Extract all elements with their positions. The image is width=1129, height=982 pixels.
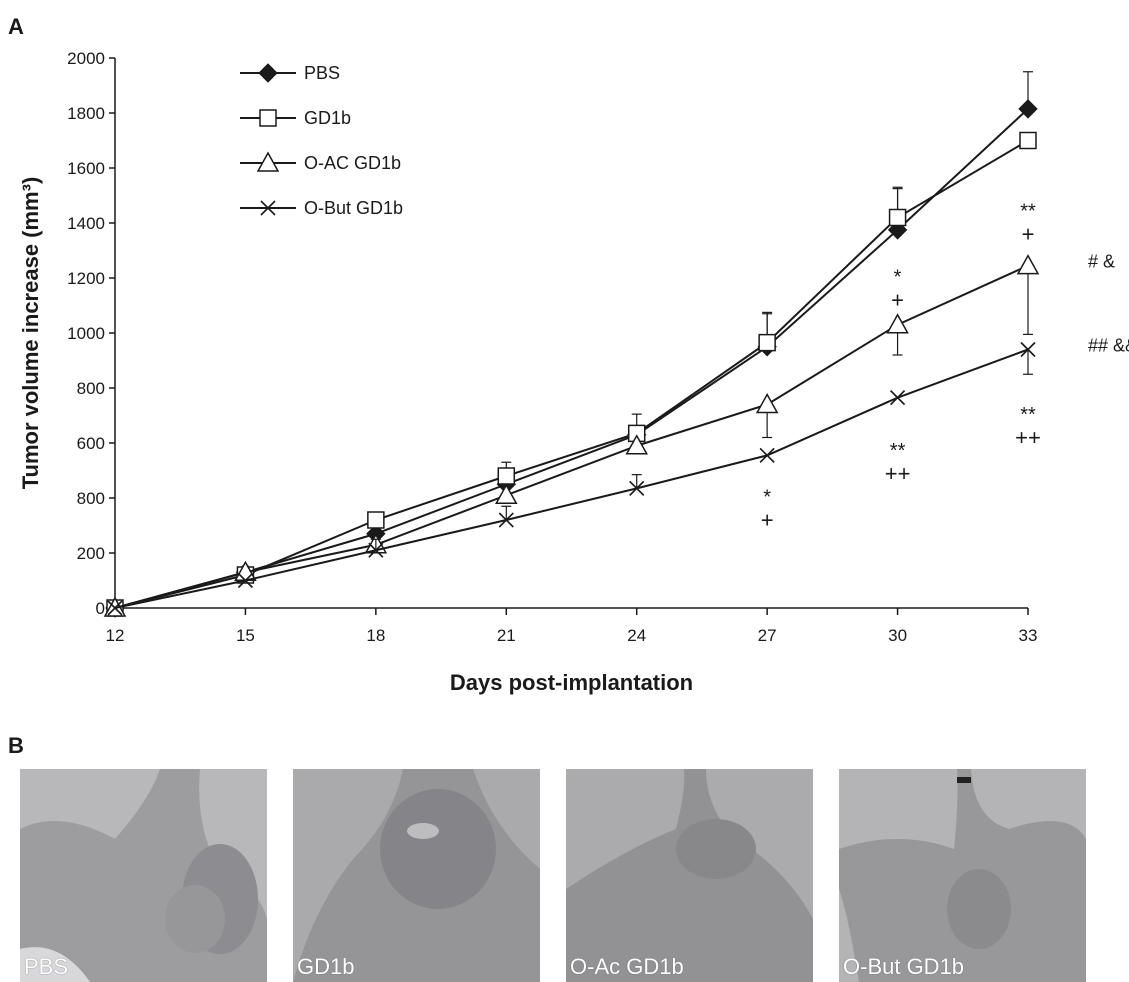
series-line [114,139,1029,609]
data-point [1016,254,1040,275]
y-axis-title: Tumor volume increase (mm³) [18,177,43,490]
significance-star: ** [1020,404,1036,426]
mouse-image [293,769,540,982]
data-point [237,572,253,589]
y-tick-label: 1000 [67,324,105,343]
legend-marker [259,109,277,127]
data-point [498,512,514,528]
legend-marker [258,63,278,83]
data-point [1019,131,1037,150]
y-tick-label: 1200 [67,269,105,288]
legend-label: GD1b [304,108,351,128]
significance-plus: ++ [1015,425,1041,450]
tumor-volume-chart: 0 200 800 600 800 1000 1200 1400 1600 1800 2000 12 1… [18,49,1129,695]
legend-label: O-But GD1b [304,198,403,218]
data-point [629,480,645,496]
y-tick-label: 200 [77,544,105,563]
y-tick-label: 1600 [67,159,105,178]
photo-pbs: PBS [20,769,267,982]
data-point [886,313,909,334]
y-tick-label: 800 [77,379,105,398]
significance-star: ** [1020,201,1036,223]
data-point [759,447,775,463]
data-point [625,434,648,455]
data-point [1018,99,1038,119]
legend-marker [256,151,280,172]
significance-side-label: ## && [1088,336,1129,356]
significance-star: * [894,267,902,289]
significance-plus: + [1022,222,1035,247]
x-tick-label: 24 [627,626,646,645]
photo-label-o-ac-gd1b: O-Ac GD1b [570,954,684,979]
legend-label: PBS [304,63,340,83]
photo-label-o-but-gd1b: O-But GD1b [843,954,965,979]
data-point [368,542,384,558]
data-point [495,483,518,504]
significance-plus: + [761,508,774,533]
data-point [755,392,779,414]
series-line [114,264,1029,609]
significance-side-label: # & [1088,252,1115,272]
data-point [367,511,385,529]
data-point [888,208,907,227]
panel-a-label: A [8,14,24,39]
series-o-but-gd1b [107,341,1036,616]
y-tick-label: 1400 [67,214,105,233]
y-tick-label: 800 [77,489,105,508]
x-tick-label: 27 [758,626,777,645]
x-tick-label: 21 [497,626,516,645]
series-gd1b [106,131,1037,617]
data-point [497,467,516,485]
significance-plus: + [891,288,904,313]
y-tick-label: 0 [96,599,105,618]
photo-o-ac-gd1b: O-Ac GD1b [566,769,813,982]
x-tick-label: 12 [106,626,125,645]
x-tick-label: 33 [1019,626,1038,645]
data-point [890,390,906,406]
significance-star: * [763,487,771,509]
x-tick-label: 18 [366,626,385,645]
photo-label-pbs: PBS [24,954,69,979]
y-tick-label: 1800 [67,104,105,123]
x-tick-label: 15 [236,626,255,645]
x-tick-label: 30 [888,626,907,645]
x-axis-title: Days post-implantation [450,670,693,695]
series-line [114,108,1029,609]
y-tick-label: 2000 [67,49,105,68]
legend-marker [260,200,276,216]
mouse-image [566,769,813,982]
significance-plus: ++ [885,461,911,486]
mouse-image [20,769,267,982]
legend: PBS GD1b O-AC GD1b O-But GD1b [240,63,403,218]
y-tick-label: 600 [77,434,105,453]
data-point [1020,341,1036,358]
photo-label-gd1b: GD1b [297,954,355,979]
series-line [114,348,1029,609]
data-point [107,600,123,616]
photo-o-but-gd1b: O-But GD1b [839,769,1086,982]
significance-star: ** [890,440,906,462]
photo-gd1b: GD1b [293,769,540,982]
data-point [758,333,776,352]
mouse-image [839,769,1086,982]
legend-label: O-AC GD1b [304,153,401,173]
panel-b-label: B [8,733,24,758]
